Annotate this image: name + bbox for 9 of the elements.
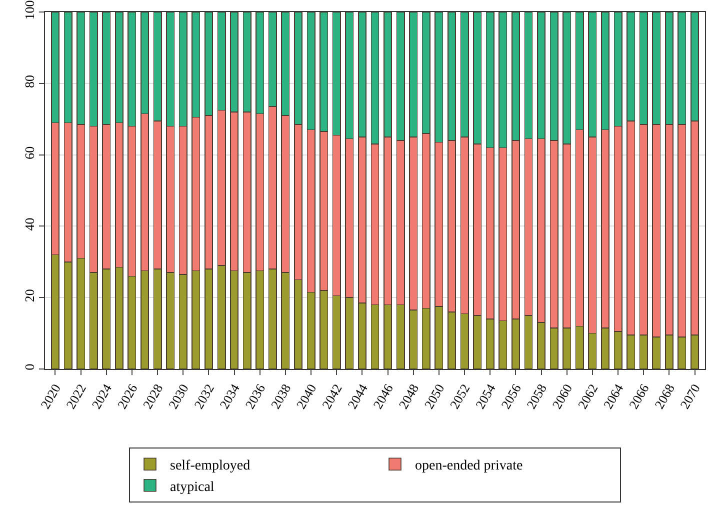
legend-label: atypical [170,480,214,495]
y-tick-label: 20 [22,289,37,302]
legend-label: open-ended private [415,458,523,474]
y-tick-label: 100 [22,0,37,20]
legend-label: self-employed [170,458,250,474]
y-tick-label: 60 [22,146,37,160]
y-tick-label: 40 [22,218,37,231]
y-tick-label: 0 [22,364,37,370]
y-tick-label: 80 [22,74,37,88]
